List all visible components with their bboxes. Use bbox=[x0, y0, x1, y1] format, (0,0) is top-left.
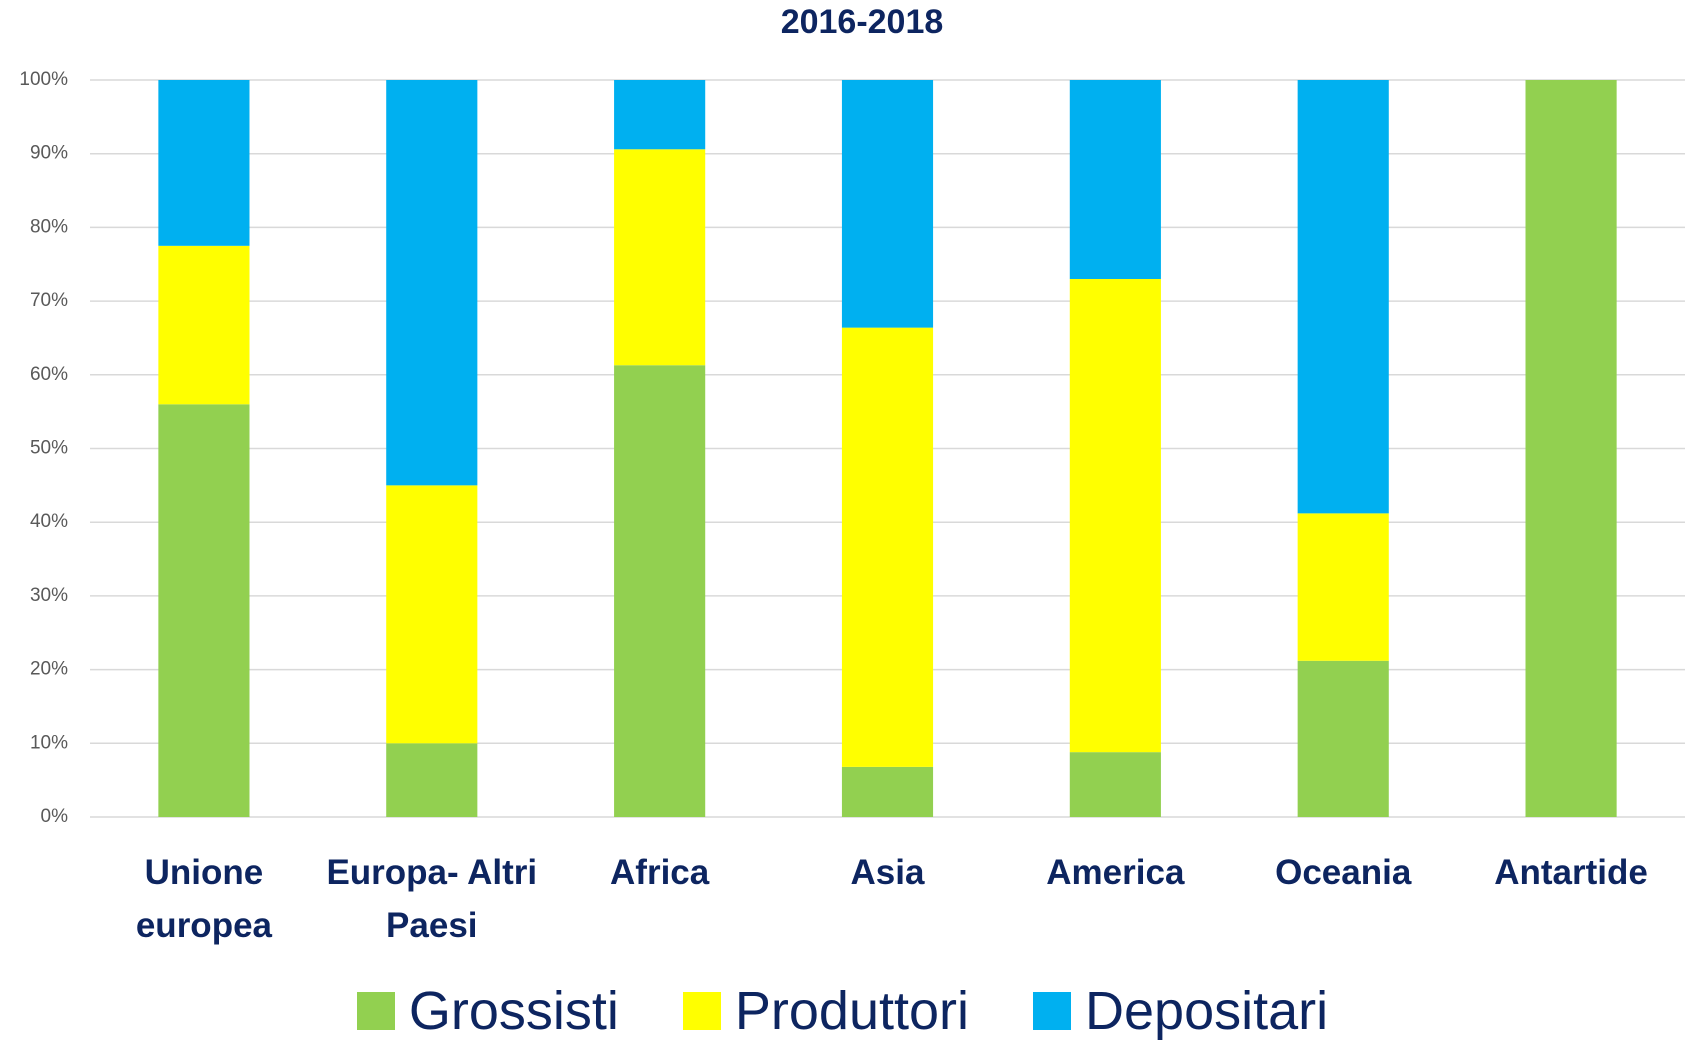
bar-segment bbox=[841, 80, 934, 328]
bar-segment bbox=[386, 743, 478, 817]
y-tick-label: 90% bbox=[30, 143, 68, 164]
y-tick-label: 50% bbox=[30, 438, 68, 459]
bar-segment bbox=[614, 365, 706, 817]
legend-item: Depositari bbox=[1033, 980, 1328, 1042]
y-tick-label: 100% bbox=[19, 69, 68, 90]
legend-label: Depositari bbox=[1085, 981, 1329, 1041]
x-tick-label: Africa bbox=[610, 853, 710, 892]
x-tick-label: America bbox=[1046, 853, 1185, 892]
y-tick-label: 70% bbox=[30, 290, 68, 311]
legend-item: Produttori bbox=[682, 980, 970, 1042]
bar-segment bbox=[1069, 278, 1161, 753]
x-tick-label: Unione europea bbox=[135, 853, 272, 945]
y-tick-label: 40% bbox=[30, 511, 68, 532]
bar-segment bbox=[386, 80, 478, 486]
y-tick-label: 80% bbox=[30, 216, 68, 237]
legend-label: Produttori bbox=[734, 981, 970, 1041]
bar-segment bbox=[614, 80, 706, 150]
x-tick-label: Antartide bbox=[1494, 853, 1648, 892]
legend-swatch bbox=[356, 992, 395, 1030]
y-tick-label: 30% bbox=[30, 585, 68, 606]
bar-segment bbox=[841, 766, 934, 817]
bar-segment bbox=[1297, 80, 1389, 514]
legend-item: Grossisti bbox=[356, 980, 619, 1042]
bar-segment bbox=[158, 80, 250, 246]
bar-segment bbox=[614, 149, 706, 366]
y-tick-label: 20% bbox=[30, 659, 68, 680]
bar-segment bbox=[158, 404, 250, 817]
legend-swatch bbox=[682, 992, 721, 1030]
chart-title: 2016-2018 bbox=[781, 3, 944, 41]
bar-segment bbox=[1069, 752, 1161, 817]
bar-segment bbox=[1525, 80, 1617, 817]
x-tick-label: Asia bbox=[850, 853, 925, 892]
x-tick-label: Oceania bbox=[1275, 853, 1412, 892]
bar-segment bbox=[386, 485, 478, 744]
x-tick-label: Europa- Altri Paesi bbox=[326, 853, 538, 945]
y-tick-label: 60% bbox=[30, 364, 68, 385]
bar-segment bbox=[1297, 513, 1389, 661]
bar-segment bbox=[1069, 80, 1161, 279]
bar-segment bbox=[841, 327, 934, 767]
legend-label: Grossisti bbox=[408, 981, 619, 1041]
y-tick-label: 0% bbox=[41, 806, 69, 827]
legend: Grossisti Produttori Depositari bbox=[0, 980, 1685, 1042]
bar-segment bbox=[1297, 660, 1389, 817]
bar-segment bbox=[158, 245, 250, 405]
y-tick-label: 10% bbox=[30, 732, 68, 753]
legend-swatch bbox=[1033, 992, 1072, 1030]
